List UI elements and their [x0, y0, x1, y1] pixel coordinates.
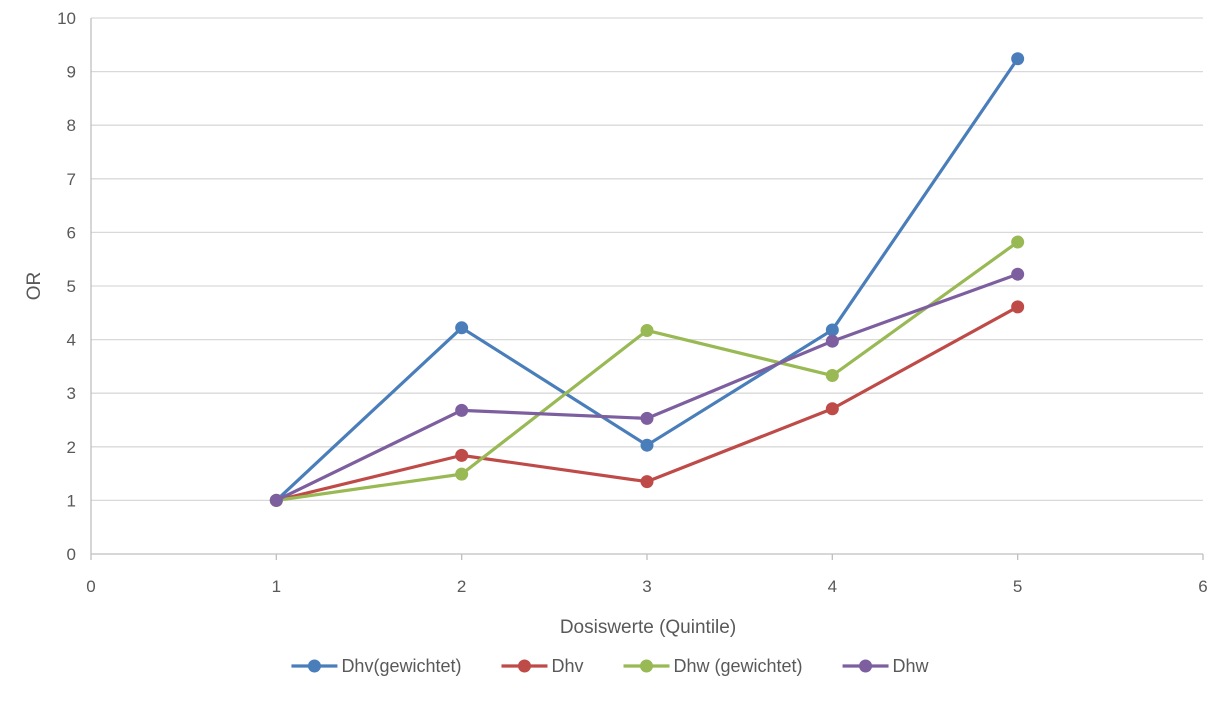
legend-label: Dhv(gewichtet) — [341, 656, 461, 676]
x-tick-label: 0 — [86, 577, 95, 596]
series-lines — [269, 52, 1025, 507]
legend-label: Dhw (gewichtet) — [674, 656, 803, 676]
series-line — [276, 240, 1019, 502]
data-point — [640, 438, 654, 452]
data-point — [269, 493, 283, 507]
series-group — [269, 267, 1025, 507]
data-point — [455, 448, 469, 462]
x-tick-label: 2 — [457, 577, 466, 596]
legend-label: Dhw — [893, 656, 930, 676]
data-point — [825, 402, 839, 416]
x-tick-label: 5 — [1013, 577, 1022, 596]
legend-swatch-marker — [307, 659, 321, 673]
data-point — [825, 323, 839, 337]
legend-item: Dhw (gewichtet) — [623, 656, 803, 676]
legend-item: Dhv(gewichtet) — [291, 656, 461, 676]
x-tick-label: 4 — [828, 577, 837, 596]
y-axis-title: OR — [24, 272, 45, 301]
y-tick-label: 4 — [67, 331, 76, 350]
y-tick-label: 10 — [57, 9, 76, 28]
data-point — [825, 334, 839, 348]
legend-item: Dhw — [842, 656, 930, 676]
legend-label: Dhv — [551, 656, 583, 676]
y-tick-label: 2 — [67, 438, 76, 457]
series-group — [269, 52, 1025, 507]
series-line — [275, 272, 1019, 502]
data-point — [640, 475, 654, 489]
data-point — [640, 411, 654, 425]
legend-swatch-marker — [859, 659, 873, 673]
x-tick-label: 6 — [1198, 577, 1207, 596]
data-point — [825, 369, 839, 383]
y-tick-label: 7 — [67, 170, 76, 189]
data-point — [1011, 52, 1025, 66]
x-tick-label: 1 — [272, 577, 281, 596]
data-point — [455, 467, 469, 481]
legend-swatch-marker — [517, 659, 531, 673]
legend-item: Dhv — [501, 656, 584, 676]
axes — [90, 18, 1204, 560]
y-tick-label: 5 — [67, 277, 76, 296]
x-axis-title: Dosiswerte (Quintile) — [560, 617, 736, 638]
y-tick-label: 8 — [67, 116, 76, 135]
data-point — [1011, 300, 1025, 314]
gridlines — [91, 17, 1203, 502]
data-point — [1011, 235, 1025, 249]
data-point — [1011, 267, 1025, 281]
data-point — [640, 323, 654, 337]
data-point — [455, 321, 469, 335]
y-tick-label: 0 — [67, 545, 76, 564]
series-group — [269, 235, 1025, 507]
y-tick-label: 3 — [67, 384, 76, 403]
legend-swatch-marker — [640, 659, 653, 673]
x-tick-label: 3 — [642, 577, 651, 596]
y-tick-label: 1 — [67, 491, 76, 510]
y-tick-label: 9 — [67, 63, 76, 82]
y-tick-label: 6 — [67, 223, 76, 242]
data-point — [455, 403, 469, 417]
legend: Dhv(gewichtet) Dhv Dhw (gewichtet) Dhw — [291, 656, 930, 676]
tick-labels: 0 1 2 3 4 5 6 7 8 9 10 0 1 2 3 4 5 6 — [57, 9, 1208, 596]
